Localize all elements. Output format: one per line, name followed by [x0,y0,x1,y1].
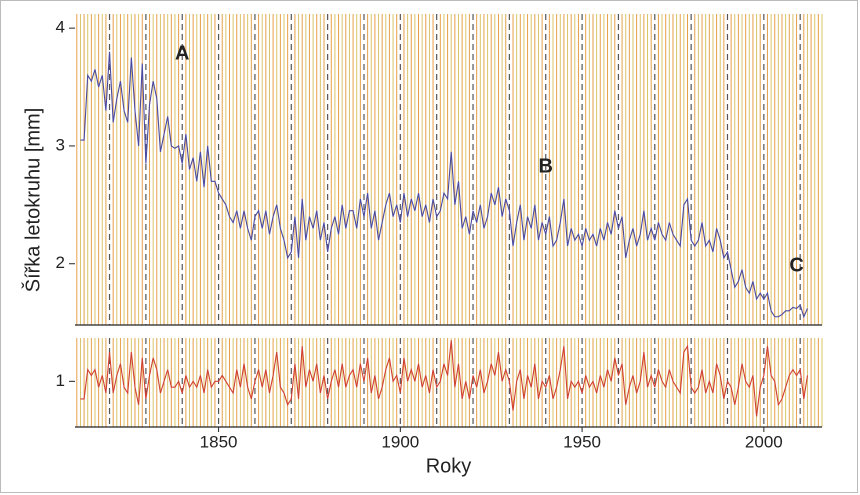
data-line [80,51,808,319]
data-line [80,340,809,417]
annotation: C [789,254,803,276]
x-axis-label: Roky [426,455,472,477]
panel: 2 3 4 [56,14,823,326]
y-tick-label: 4 [56,18,65,37]
x-tick-label: 1950 [563,432,601,451]
annotation: A [175,42,189,64]
x-tick-label: 1900 [381,432,419,451]
y-tick-label: 1 [56,371,65,390]
annotation: B [539,155,553,177]
x-tick-label: 2000 [745,432,783,451]
y-axis-label: Šířka letokruhu [mm] [21,108,44,293]
x-tick-label: 1850 [200,432,238,451]
y-tick-label: 2 [56,253,65,272]
y-tick-label: 3 [56,135,65,154]
panel: 1 1850 1900 1950 2000 [56,338,823,451]
